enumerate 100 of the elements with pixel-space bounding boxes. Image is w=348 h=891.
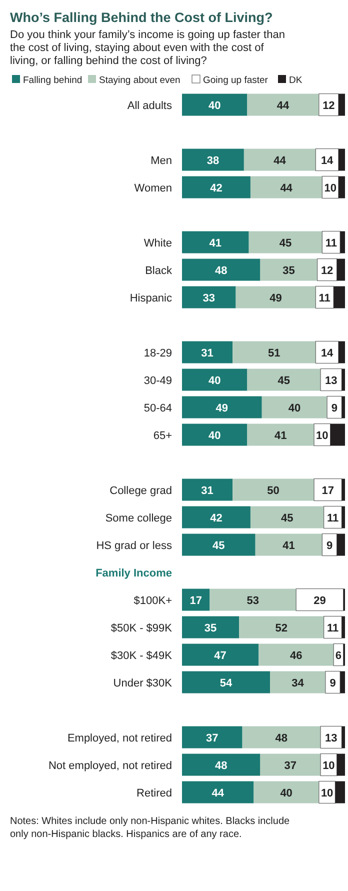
bar	[250, 176, 322, 198]
data-label: 9	[331, 402, 338, 414]
bar	[260, 258, 318, 281]
legend-label: DK	[289, 75, 303, 86]
bar	[182, 726, 242, 748]
data-label: 49	[216, 402, 228, 414]
legend-label: Falling behind	[23, 75, 82, 86]
bar	[182, 258, 260, 281]
data-label: 33	[202, 292, 216, 304]
bar	[338, 148, 345, 171]
bar	[342, 396, 345, 418]
bar	[247, 94, 319, 116]
bar	[182, 341, 233, 364]
y-tick-label: Under $30K	[113, 677, 173, 690]
bar	[260, 754, 321, 776]
bar	[182, 176, 250, 198]
y-tick-label: $100K+	[134, 594, 172, 607]
bar	[182, 781, 254, 804]
data-label: 51	[268, 347, 280, 360]
data-label: 40	[280, 787, 292, 800]
bar	[340, 671, 345, 694]
bar	[258, 644, 334, 666]
y-tick-label: Black	[145, 264, 172, 277]
data-label: 9	[326, 540, 333, 552]
bar	[232, 478, 314, 501]
data-label: 53	[246, 594, 260, 607]
y-tick-label: Retired	[136, 787, 172, 800]
data-label: 40	[208, 374, 221, 387]
bar	[342, 368, 345, 391]
data-label: 40	[208, 100, 221, 112]
y-tick-label: 65+	[153, 430, 172, 442]
bar	[270, 671, 326, 694]
bar	[182, 231, 249, 254]
data-label: 42	[210, 512, 222, 524]
bar	[182, 396, 262, 418]
bar	[336, 754, 345, 776]
y-tick-label: $30K - $49K	[110, 650, 173, 662]
data-label: 35	[204, 622, 217, 634]
data-label: 38	[206, 154, 220, 167]
data-label: 10	[316, 430, 328, 442]
data-label: 47	[214, 650, 226, 662]
data-label: 40	[288, 402, 301, 414]
bar	[239, 616, 324, 638]
data-label: 44	[280, 182, 294, 194]
bar	[182, 94, 248, 116]
bar	[182, 478, 233, 501]
data-label: 46	[290, 650, 302, 662]
data-label: 11	[325, 237, 337, 250]
legend-label: Going up faster	[203, 75, 268, 86]
bar	[182, 148, 244, 171]
bar	[338, 176, 345, 198]
bar	[334, 286, 345, 308]
data-label: 13	[325, 374, 338, 387]
data-label: 50	[267, 484, 280, 497]
data-label: 10	[324, 182, 336, 194]
y-tick-label: Family Income	[96, 567, 172, 580]
data-label: 41	[282, 540, 295, 552]
data-label: 31	[201, 484, 214, 497]
y-tick-label: Women	[134, 182, 172, 194]
data-label: 44	[274, 154, 287, 167]
y-tick-label: Employed, not retired	[67, 732, 172, 744]
y-tick-label: HS grad or less	[96, 540, 172, 552]
data-label: 13	[325, 732, 338, 744]
data-label: 37	[206, 732, 218, 744]
bar	[336, 534, 345, 556]
data-label: 14	[320, 154, 334, 167]
bar	[338, 94, 345, 116]
data-label: 48	[214, 760, 228, 772]
data-label: 37	[284, 760, 297, 772]
bar	[247, 424, 314, 446]
data-label: 48	[214, 264, 228, 277]
data-label: 41	[209, 237, 222, 250]
data-label: 42	[210, 182, 222, 194]
data-label: 29	[314, 594, 326, 607]
y-tick-label: 18-29	[144, 347, 172, 360]
data-label: 17	[322, 484, 334, 497]
bar	[335, 781, 345, 804]
data-label: 45	[279, 237, 292, 250]
data-label: 45	[281, 512, 294, 524]
text: Notes: Whites include only non-Hispanic whites. Blacks include only non-Hispanic blacks. Hispanics are of any race.	[10, 816, 290, 840]
data-label: 12	[320, 264, 334, 277]
data-label: 12	[322, 100, 335, 112]
bar	[244, 148, 316, 171]
bar	[210, 588, 296, 611]
bar	[232, 341, 316, 364]
data-label: 11	[326, 512, 339, 524]
data-label: 40	[208, 430, 221, 442]
bar	[250, 506, 324, 528]
legend-label: Staying about even	[99, 75, 180, 86]
data-label: 49	[270, 292, 282, 304]
data-label: 35	[282, 264, 295, 277]
y-tick-label: Hispanic	[130, 292, 172, 304]
data-label: 45	[212, 540, 225, 552]
bar	[336, 258, 345, 281]
data-label: 34	[292, 677, 305, 690]
data-label: 31	[201, 347, 214, 360]
chart-title: Who’s Falling Behind the Cost of Living?	[10, 10, 273, 25]
bar	[248, 231, 322, 254]
y-tick-label: College grad	[110, 484, 172, 497]
bar	[314, 478, 342, 502]
